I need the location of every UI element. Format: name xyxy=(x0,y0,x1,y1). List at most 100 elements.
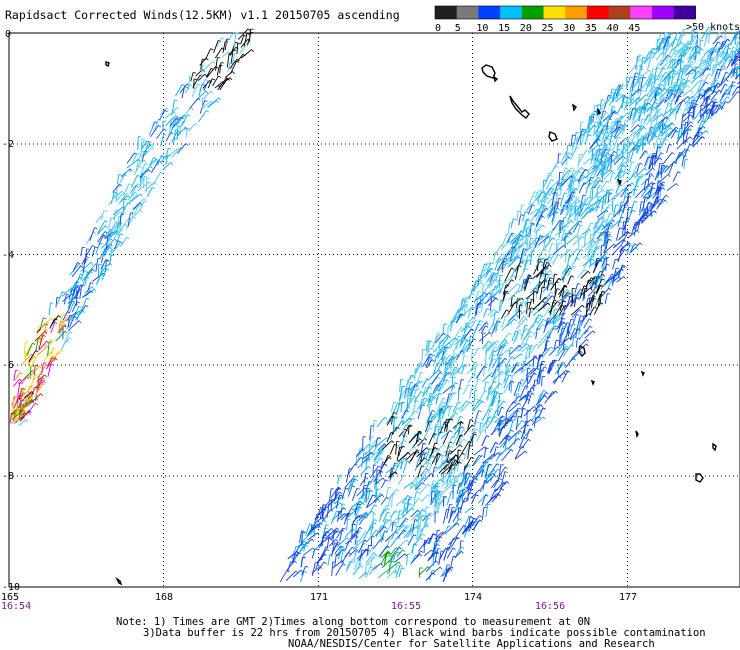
wind-barb-flag xyxy=(632,99,636,102)
wind-barb xyxy=(487,271,494,281)
wind-barb-flag xyxy=(519,344,522,348)
wind-barb xyxy=(454,500,459,514)
wind-barb xyxy=(40,317,52,330)
wind-barb xyxy=(370,522,374,535)
wind-barb-flag xyxy=(526,356,530,358)
wind-barb xyxy=(435,495,442,509)
wind-barb-flag xyxy=(552,361,556,363)
wind-barb xyxy=(615,94,625,103)
wind-barb-flag xyxy=(122,193,125,197)
wind-barb xyxy=(73,306,80,318)
wind-barb-flag xyxy=(572,195,576,198)
wind-barb xyxy=(564,249,568,263)
wind-barb-flag xyxy=(117,240,121,243)
wind-barb xyxy=(443,354,450,365)
wind-barb-flag xyxy=(93,288,97,292)
wind-barb xyxy=(703,90,706,101)
wind-barb xyxy=(490,387,497,402)
wind-barb-flag xyxy=(528,281,532,284)
wind-barb xyxy=(629,243,635,253)
wind-barb-flag xyxy=(652,167,656,171)
wind-barb xyxy=(708,54,718,67)
wind-barb xyxy=(527,204,533,215)
wind-barb-flag xyxy=(600,144,604,147)
wind-barb-flag xyxy=(547,318,551,320)
wind-barb-flag xyxy=(571,167,575,170)
wind-barb xyxy=(719,83,726,94)
wind-barb-flag xyxy=(518,381,522,384)
wind-barb-flag xyxy=(235,41,239,44)
wind-barb xyxy=(610,155,613,169)
wind-barb-flag xyxy=(550,270,553,273)
wind-barb-flag xyxy=(708,73,712,76)
wind-barb xyxy=(673,88,680,99)
wind-barb-flag xyxy=(413,451,417,455)
wind-barb-flag xyxy=(50,317,54,321)
wind-barb-flag xyxy=(420,391,424,394)
wind-barb-flag xyxy=(76,301,80,304)
wind-barb xyxy=(585,195,596,206)
wind-barb-flag xyxy=(714,98,718,102)
wind-barb xyxy=(291,546,297,560)
wind-barb-flag xyxy=(564,286,568,288)
wind-barb-flag xyxy=(121,190,125,194)
wind-barb xyxy=(435,349,446,358)
wind-barb xyxy=(544,273,552,282)
wind-barb-flag xyxy=(234,53,238,55)
wind-barb-flag xyxy=(439,492,443,496)
wind-barb-flag xyxy=(363,542,367,546)
wind-barb-flag xyxy=(392,555,396,557)
wind-barb xyxy=(68,295,77,304)
wind-barb-flag xyxy=(645,179,650,181)
wind-barb-flag xyxy=(85,276,89,279)
wind-barb xyxy=(547,277,551,289)
wind-barb xyxy=(358,572,367,579)
wind-barb xyxy=(483,372,492,382)
wind-barb xyxy=(165,132,172,142)
wind-barb-flag xyxy=(638,54,642,56)
wind-barb xyxy=(677,34,684,48)
wind-barb-flag xyxy=(433,397,437,400)
wind-barb-flag xyxy=(79,276,83,280)
wind-barb xyxy=(346,519,348,531)
wind-barb xyxy=(590,177,599,190)
wind-barb-flag xyxy=(624,97,628,99)
wind-barb xyxy=(403,446,415,458)
wind-barb xyxy=(27,356,35,365)
wind-barb-flag xyxy=(187,128,191,130)
wind-barb-flag xyxy=(497,321,501,324)
wind-barb xyxy=(680,114,684,129)
wind-barb xyxy=(443,458,454,471)
wind-barb xyxy=(454,337,464,346)
wind-barb xyxy=(82,259,86,273)
wind-barb xyxy=(108,192,117,206)
wind-barb-flag xyxy=(542,300,545,304)
wind-barb-flag xyxy=(579,170,582,174)
plot-frame xyxy=(8,32,740,588)
wind-barb-flag xyxy=(545,347,549,351)
wind-barb-flag xyxy=(384,530,388,533)
wind-barb-flag xyxy=(502,426,506,429)
wind-barb xyxy=(572,236,583,246)
wind-barb-flag xyxy=(463,487,468,489)
wind-barb xyxy=(74,310,84,321)
wind-barb xyxy=(528,345,532,357)
wind-barb xyxy=(520,364,533,374)
wind-barb xyxy=(499,261,508,270)
wind-barb-flag xyxy=(42,379,46,382)
wind-barb xyxy=(399,457,405,469)
wind-barb xyxy=(583,288,586,299)
wind-barb-flag xyxy=(675,130,679,133)
wind-barb-flag xyxy=(687,149,691,152)
wind-barb xyxy=(433,424,437,438)
wind-barb xyxy=(515,365,524,374)
wind-barb xyxy=(144,144,152,153)
wind-barb xyxy=(671,68,681,82)
wind-barb xyxy=(526,307,537,317)
wind-barb-flag xyxy=(108,245,112,249)
wind-barb-flag xyxy=(297,552,301,555)
wind-barb-flag xyxy=(78,305,82,308)
wind-barb xyxy=(474,379,479,390)
wind-barb xyxy=(84,288,95,297)
wind-barb-flag xyxy=(44,331,48,334)
